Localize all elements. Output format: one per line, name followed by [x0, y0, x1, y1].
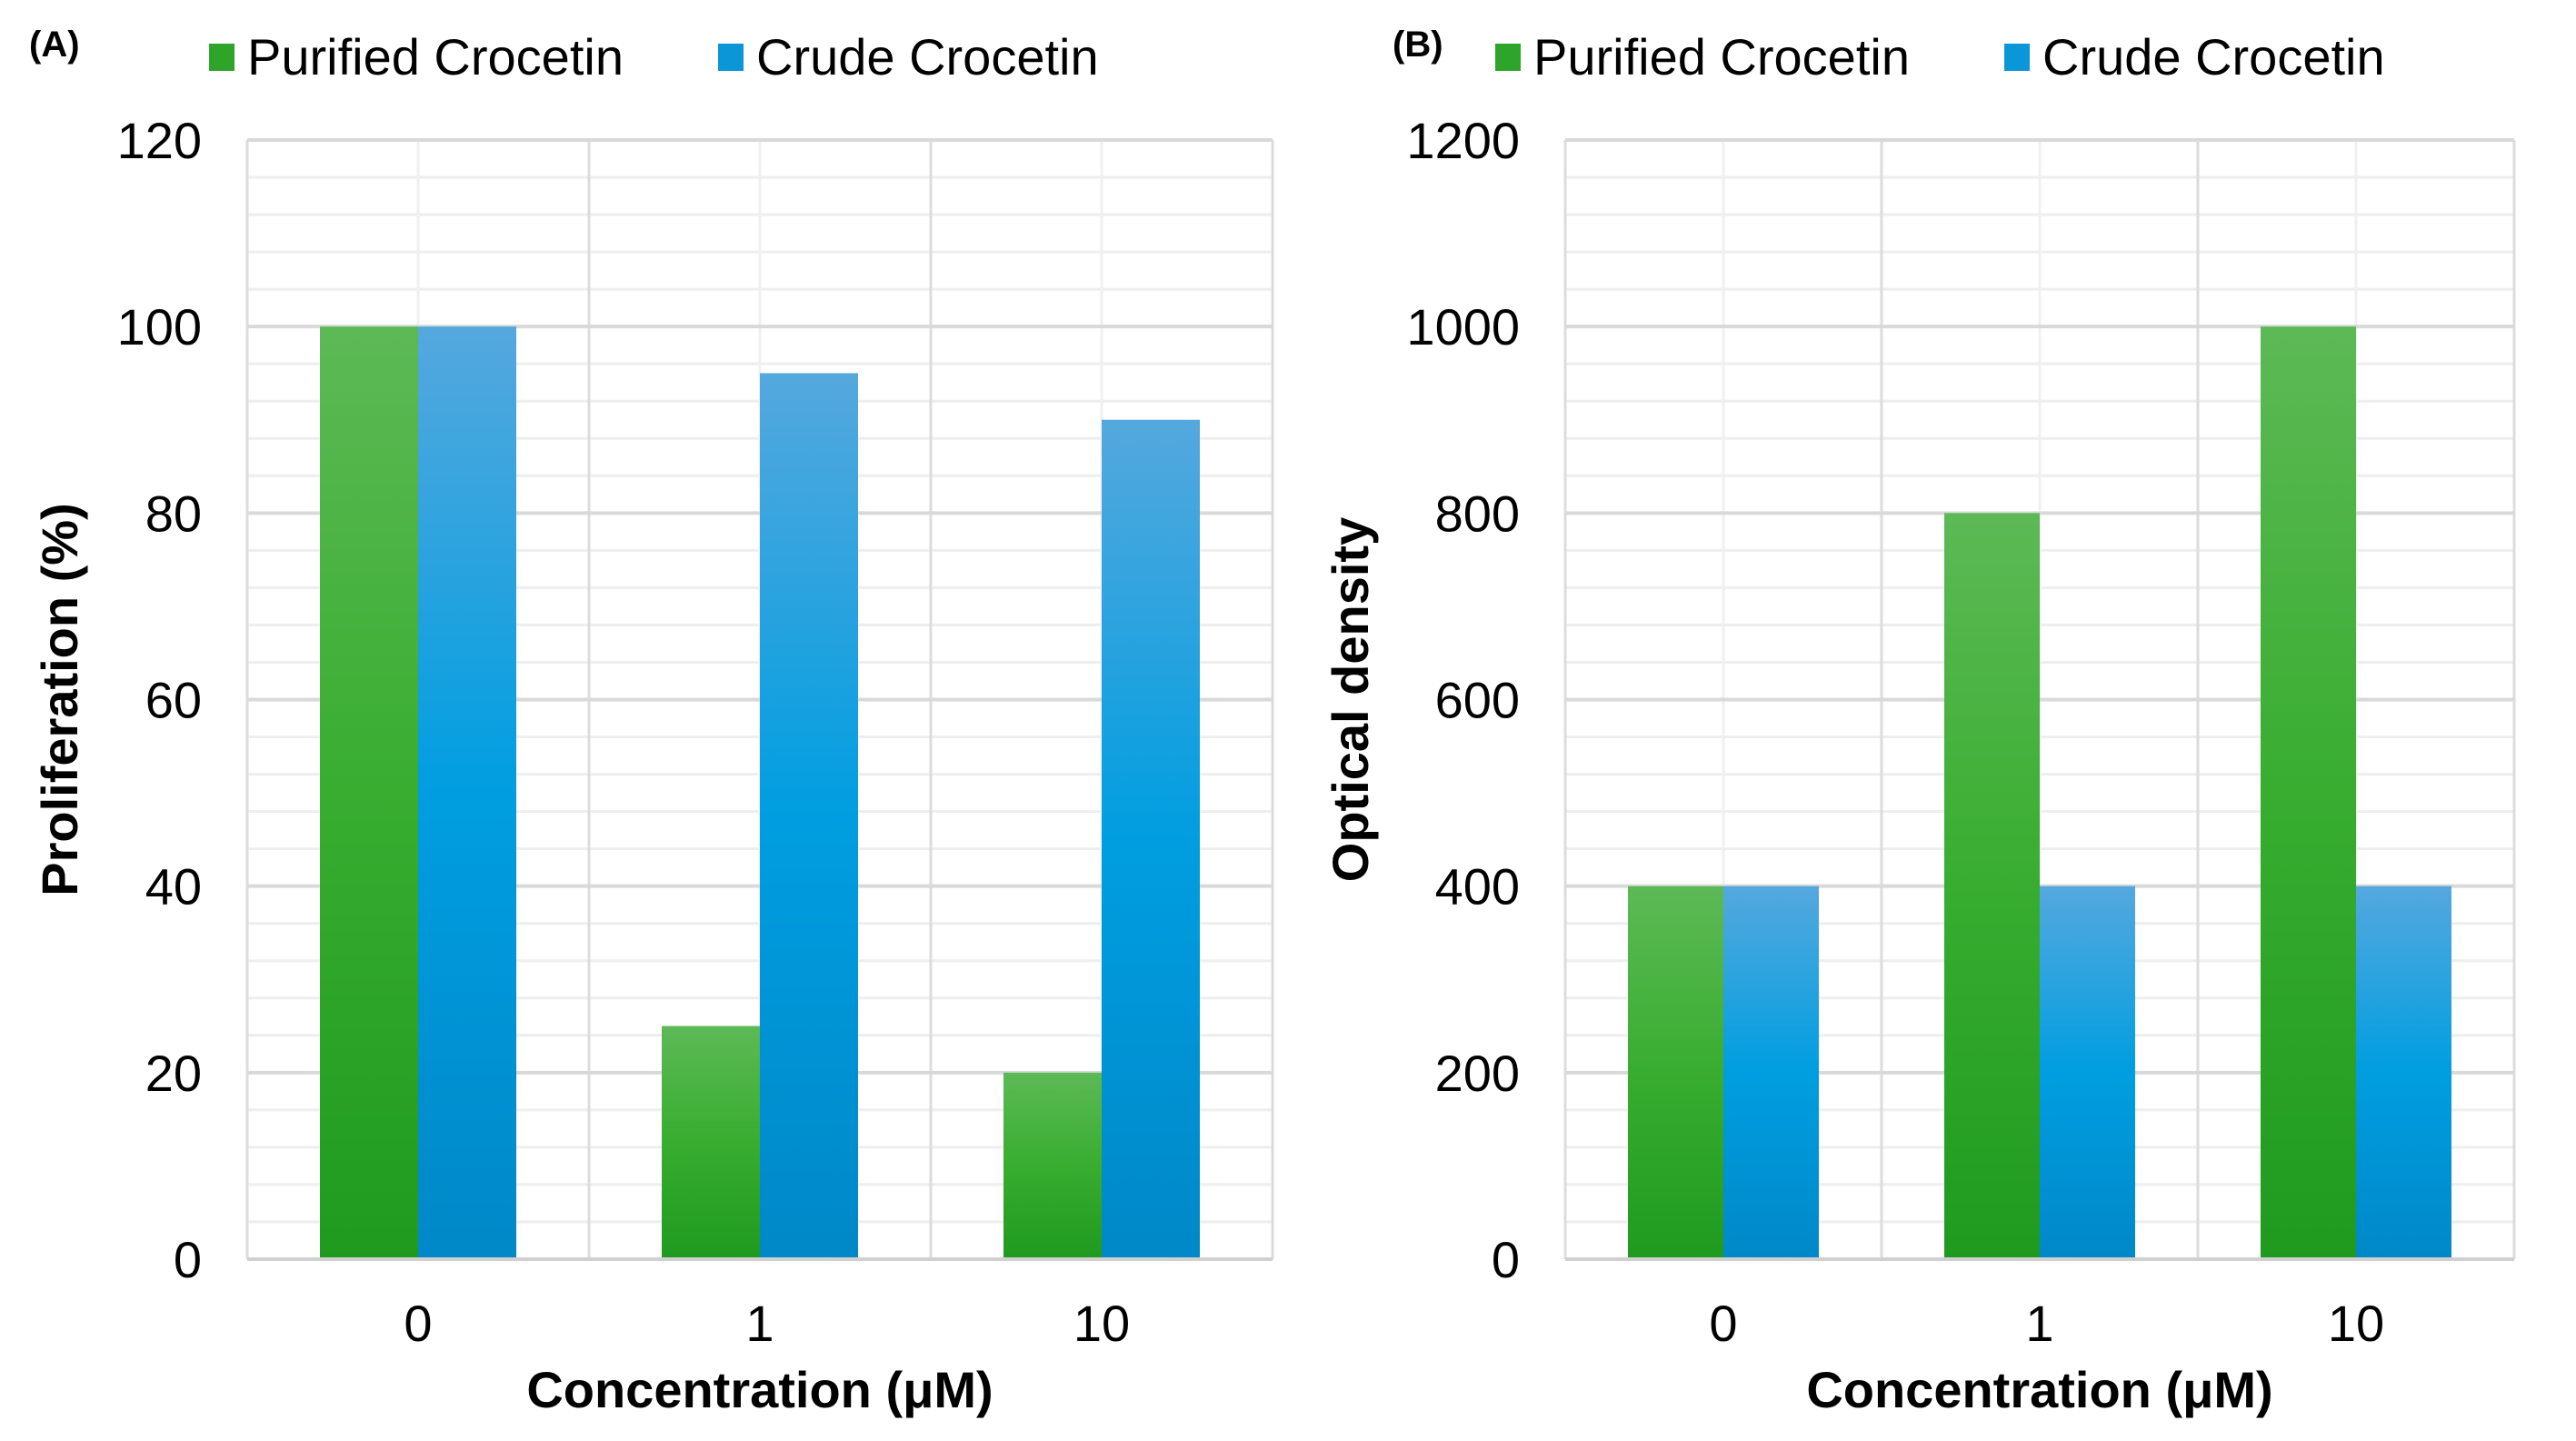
- x-tick-label: 1: [745, 1295, 774, 1352]
- bar-crude-10: [2356, 886, 2451, 1259]
- legend-label: Purified Crocetin: [1533, 28, 1910, 85]
- y-axis-title: Optical density: [1322, 517, 1379, 882]
- bar-purified-10: [2261, 326, 2356, 1260]
- legend-label: Crude Crocetin: [756, 28, 1099, 85]
- y-tick-label: 400: [1435, 858, 1520, 916]
- y-tick-label: 20: [145, 1045, 202, 1102]
- bar-purified-0: [320, 326, 418, 1260]
- legend: Purified Crocetin Crude Crocetin: [1495, 28, 2385, 85]
- x-tick-label: 0: [1709, 1295, 1737, 1352]
- y-tick-label: 60: [145, 672, 202, 729]
- y-tick-label: 80: [145, 485, 202, 542]
- y-tick-label: 0: [174, 1231, 202, 1288]
- x-tick-label: 10: [1073, 1295, 1130, 1352]
- chart-panel-a: 0 20 40 60 80 100 120 0 1 10 Concentration (μM) Pro…: [29, 25, 1274, 1418]
- y-tick-label: 200: [1435, 1045, 1520, 1102]
- bar-purified-1: [662, 1026, 760, 1259]
- legend-label: Purified Crocetin: [247, 28, 624, 85]
- y-tick-label: 1000: [1406, 298, 1520, 355]
- y-tick-label: 0: [1492, 1231, 1520, 1288]
- bar-crude-10: [1102, 419, 1200, 1259]
- y-tick-label: 40: [145, 858, 202, 916]
- x-tick-label: 0: [404, 1295, 432, 1352]
- x-tick-label: 1: [2025, 1295, 2053, 1352]
- bar-purified-0: [1628, 886, 1723, 1259]
- panel-label: (A): [29, 25, 80, 65]
- y-tick-label: 120: [117, 112, 202, 169]
- x-tick-label: 10: [2328, 1295, 2384, 1352]
- bar-purified-1: [1944, 513, 2040, 1259]
- x-axis-title: Concentration (μM): [526, 1361, 993, 1418]
- x-axis-title: Concentration (μM): [1806, 1361, 2272, 1418]
- bar-crude-0: [1723, 886, 1819, 1259]
- bar-purified-10: [1003, 1072, 1102, 1259]
- legend-swatch-purified: [209, 44, 235, 71]
- bar-crude-0: [418, 326, 516, 1260]
- legend-swatch-purified: [1495, 44, 1521, 71]
- legend-swatch-crude: [2004, 44, 2030, 71]
- y-tick-label: 1200: [1406, 112, 1520, 169]
- chart-panel-b: 0 200 400 600 800 1000 1200 0 1 10 Concentration (…: [1322, 25, 2516, 1418]
- y-tick-label: 100: [117, 298, 202, 355]
- y-tick-label: 600: [1435, 672, 1520, 729]
- bar-crude-1: [2040, 886, 2135, 1259]
- bar-crude-1: [760, 373, 858, 1259]
- panel-label: (B): [1393, 25, 1443, 65]
- legend-swatch-crude: [718, 44, 744, 71]
- y-axis-title: Proliferation (%): [31, 503, 88, 896]
- legend: Purified Crocetin Crude Crocetin: [209, 28, 1099, 85]
- y-tick-label: 800: [1435, 485, 1520, 542]
- legend-label: Crude Crocetin: [2042, 28, 2385, 85]
